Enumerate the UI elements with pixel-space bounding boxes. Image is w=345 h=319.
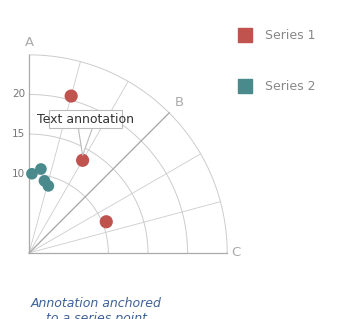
Text: Text annotation: Text annotation [37,113,134,126]
Point [68,93,74,99]
Polygon shape [78,128,92,156]
Text: 20: 20 [12,89,25,100]
Point [80,158,85,163]
Text: C: C [231,246,240,259]
Point [46,183,51,189]
Text: A: A [24,35,34,48]
Point [29,171,34,176]
Text: B: B [175,96,184,109]
Text: 15: 15 [12,129,25,139]
Text: Series 1: Series 1 [265,29,316,41]
Text: Annotation anchored
to a series point: Annotation anchored to a series point [31,297,162,319]
Point [104,219,109,224]
Point [42,178,47,183]
Point [38,167,44,172]
Text: Series 2: Series 2 [265,80,316,93]
FancyBboxPatch shape [49,110,122,128]
Text: 10: 10 [12,169,25,179]
